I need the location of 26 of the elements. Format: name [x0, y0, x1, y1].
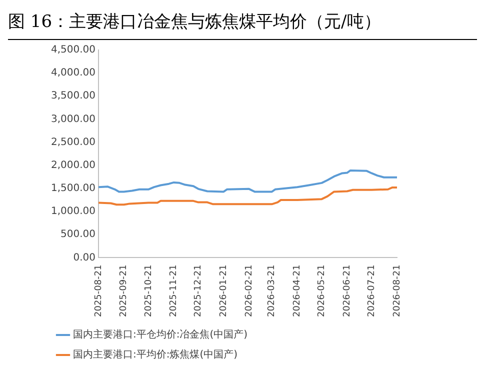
x-tick-label: 2026-04-21: [292, 264, 303, 318]
y-tick-label: 2,500.00: [51, 136, 96, 148]
legend-label: 国内主要港口:平均价:炼焦煤(中国产): [73, 348, 238, 361]
x-tick-label: 2026-05-21: [317, 264, 328, 318]
x-tick-label: 2025-11-21: [169, 264, 180, 318]
x-tick-label: 2026-08-21: [392, 264, 402, 318]
y-tick-label: 1,500.00: [51, 183, 96, 194]
x-tick-label: 2026-01-21: [218, 264, 229, 318]
x-tick-label: 2025-12-21: [194, 264, 204, 318]
legend-label: 国内主要港口:平仓均价:冶金焦(中国产): [73, 328, 248, 341]
y-tick-label: 3,500.00: [51, 90, 96, 102]
y-tick-label: 4,000.00: [51, 68, 96, 79]
y-tick-label: 3,000.00: [51, 114, 96, 125]
x-tick-label: 2025-10-21: [144, 264, 154, 318]
x-tick-label: 2026-02-21: [244, 264, 254, 318]
y-tick-label: 2,000.00: [51, 160, 96, 171]
x-tick-label: 2026-06-21: [342, 264, 352, 318]
x-tick-label: 2025-08-21: [94, 264, 104, 318]
x-tick-label: 2026-03-21: [267, 264, 278, 318]
y-tick-label: 500.00: [60, 229, 96, 240]
y-tick-label: 1,000.00: [51, 206, 96, 218]
y-tick-label: 0.00: [73, 252, 96, 264]
chart-title: 图 16：主要港口冶金焦与炼焦煤平均价（元/吨）: [8, 8, 477, 40]
y-tick-label: 4,500.00: [51, 44, 96, 56]
x-tick-label: 2025-09-21: [119, 264, 130, 318]
x-tick-label: 2026-07-21: [366, 264, 377, 318]
